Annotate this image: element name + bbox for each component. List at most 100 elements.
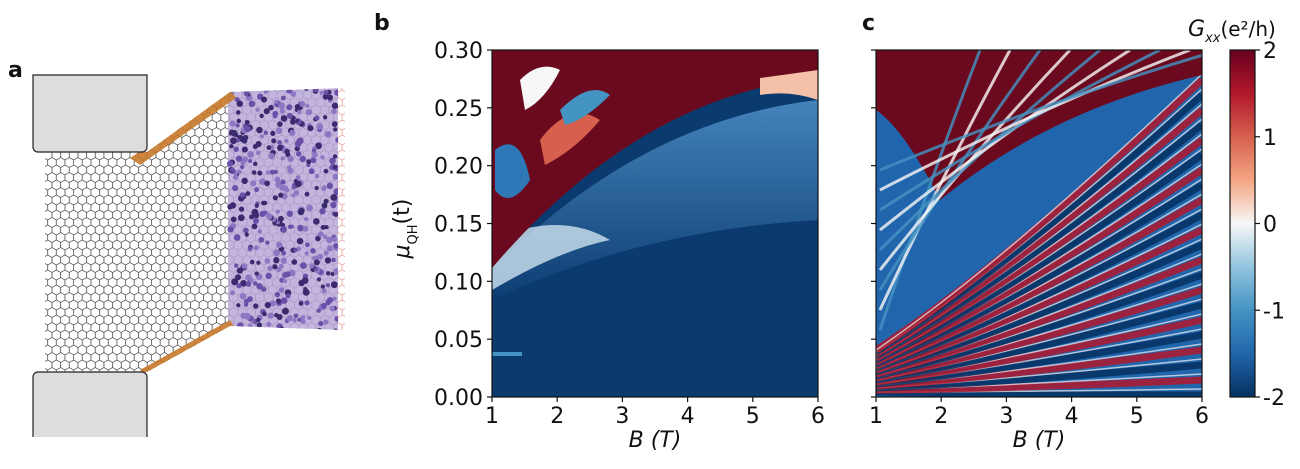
panel-label: c bbox=[862, 11, 875, 36]
lattice-site bbox=[230, 290, 235, 296]
lattice-site bbox=[312, 88, 319, 93]
lattice-site bbox=[292, 317, 297, 323]
x-tick-label: 1 bbox=[485, 404, 499, 429]
lattice-site bbox=[232, 174, 239, 180]
lattice-site bbox=[318, 231, 324, 237]
lattice-site bbox=[269, 169, 275, 175]
lattice-site bbox=[248, 158, 253, 164]
lattice-site bbox=[261, 286, 267, 292]
lattice-site bbox=[318, 320, 324, 327]
lattice-site bbox=[280, 257, 287, 264]
lattice-site bbox=[248, 100, 256, 107]
lattice-site bbox=[293, 190, 300, 196]
y-tick-label: 0.05 bbox=[434, 328, 483, 353]
lattice-site bbox=[272, 264, 278, 270]
lattice-site bbox=[326, 182, 334, 190]
lattice-site bbox=[298, 207, 305, 214]
lattice-site bbox=[280, 297, 288, 304]
lattice-site bbox=[280, 115, 288, 122]
lattice-site bbox=[278, 287, 285, 293]
lattice-site bbox=[229, 167, 235, 173]
lattice-site bbox=[291, 259, 298, 265]
lattice-site bbox=[233, 146, 239, 152]
lattice-site bbox=[303, 88, 309, 91]
lattice-site bbox=[229, 144, 234, 149]
lattice-site bbox=[264, 301, 271, 309]
lattice-site bbox=[278, 192, 284, 198]
lattice-site bbox=[304, 300, 310, 306]
lattice-site bbox=[302, 225, 309, 232]
lattice-site bbox=[325, 299, 332, 306]
lattice-site bbox=[229, 129, 235, 136]
y-tick-label: 0.25 bbox=[434, 97, 483, 122]
colorbar-subscript: xx bbox=[1204, 31, 1221, 46]
lattice-site bbox=[328, 88, 334, 89]
lattice-site bbox=[323, 168, 329, 174]
lattice-site bbox=[279, 108, 286, 114]
colorbar-tick-label: 0 bbox=[1263, 213, 1277, 238]
lattice-site bbox=[244, 312, 251, 320]
lattice-site bbox=[239, 192, 246, 198]
lattice-site bbox=[236, 267, 243, 274]
stripe bbox=[876, 73, 1202, 351]
lattice-site bbox=[245, 328, 252, 335]
lattice-site bbox=[273, 169, 278, 175]
lattice-site bbox=[251, 208, 259, 216]
lattice-site bbox=[234, 263, 239, 268]
lattice-site bbox=[311, 151, 318, 158]
lattice-site bbox=[268, 104, 274, 111]
lattice-site bbox=[254, 187, 260, 193]
colorbar-symbol: G bbox=[1188, 17, 1205, 42]
lattice-site bbox=[277, 215, 284, 222]
lattice-site bbox=[227, 226, 234, 233]
lattice-site bbox=[305, 108, 313, 116]
lattice-site bbox=[299, 101, 306, 108]
lattice-site bbox=[304, 191, 310, 197]
lattice-site bbox=[241, 177, 248, 185]
lattice-site bbox=[256, 322, 263, 328]
x-tick-label: 2 bbox=[550, 404, 564, 429]
lattice-site bbox=[305, 242, 310, 248]
y-tick-label: 0.20 bbox=[434, 155, 483, 180]
lattice-site bbox=[238, 206, 245, 212]
lattice-site bbox=[233, 234, 241, 241]
x-axis-label: B (T) bbox=[1013, 428, 1066, 453]
lattice-site bbox=[227, 160, 234, 167]
lattice-site bbox=[255, 150, 261, 156]
lattice-site bbox=[275, 209, 280, 214]
lattice-site bbox=[322, 115, 328, 120]
lattice-site bbox=[299, 88, 305, 89]
lattice-site bbox=[332, 296, 337, 301]
lattice-site bbox=[253, 281, 258, 286]
lattice-site bbox=[242, 134, 249, 141]
lattice-site bbox=[259, 332, 264, 337]
lattice-site bbox=[249, 214, 255, 220]
heatmap-image bbox=[876, 50, 1202, 397]
lattice-site bbox=[272, 195, 278, 201]
lattice-site bbox=[303, 216, 309, 222]
lattice-site bbox=[252, 217, 260, 224]
lattice-site bbox=[277, 140, 282, 145]
lattice-site bbox=[265, 272, 272, 280]
lattice-site bbox=[313, 255, 319, 261]
lattice-site bbox=[262, 200, 268, 206]
lattice-site bbox=[243, 302, 249, 307]
lattice-site bbox=[242, 156, 249, 163]
lattice-site bbox=[236, 118, 242, 124]
lattice-site bbox=[320, 155, 325, 160]
lattice-site bbox=[330, 83, 335, 88]
lattice-site bbox=[269, 300, 276, 307]
lattice-site bbox=[266, 145, 272, 151]
lattice-site bbox=[280, 156, 285, 161]
lattice-site bbox=[280, 184, 286, 191]
lattice-site bbox=[282, 278, 288, 284]
stripe bbox=[878, 50, 1072, 271]
lattice-site bbox=[294, 329, 301, 337]
x-tick-label: 4 bbox=[681, 404, 695, 429]
lattice-site bbox=[236, 283, 242, 289]
colorbar-label: Gxx(e²/h) bbox=[1188, 17, 1276, 46]
lattice-site bbox=[295, 175, 301, 181]
lattice-site bbox=[247, 245, 253, 251]
lattice-site bbox=[266, 321, 272, 327]
